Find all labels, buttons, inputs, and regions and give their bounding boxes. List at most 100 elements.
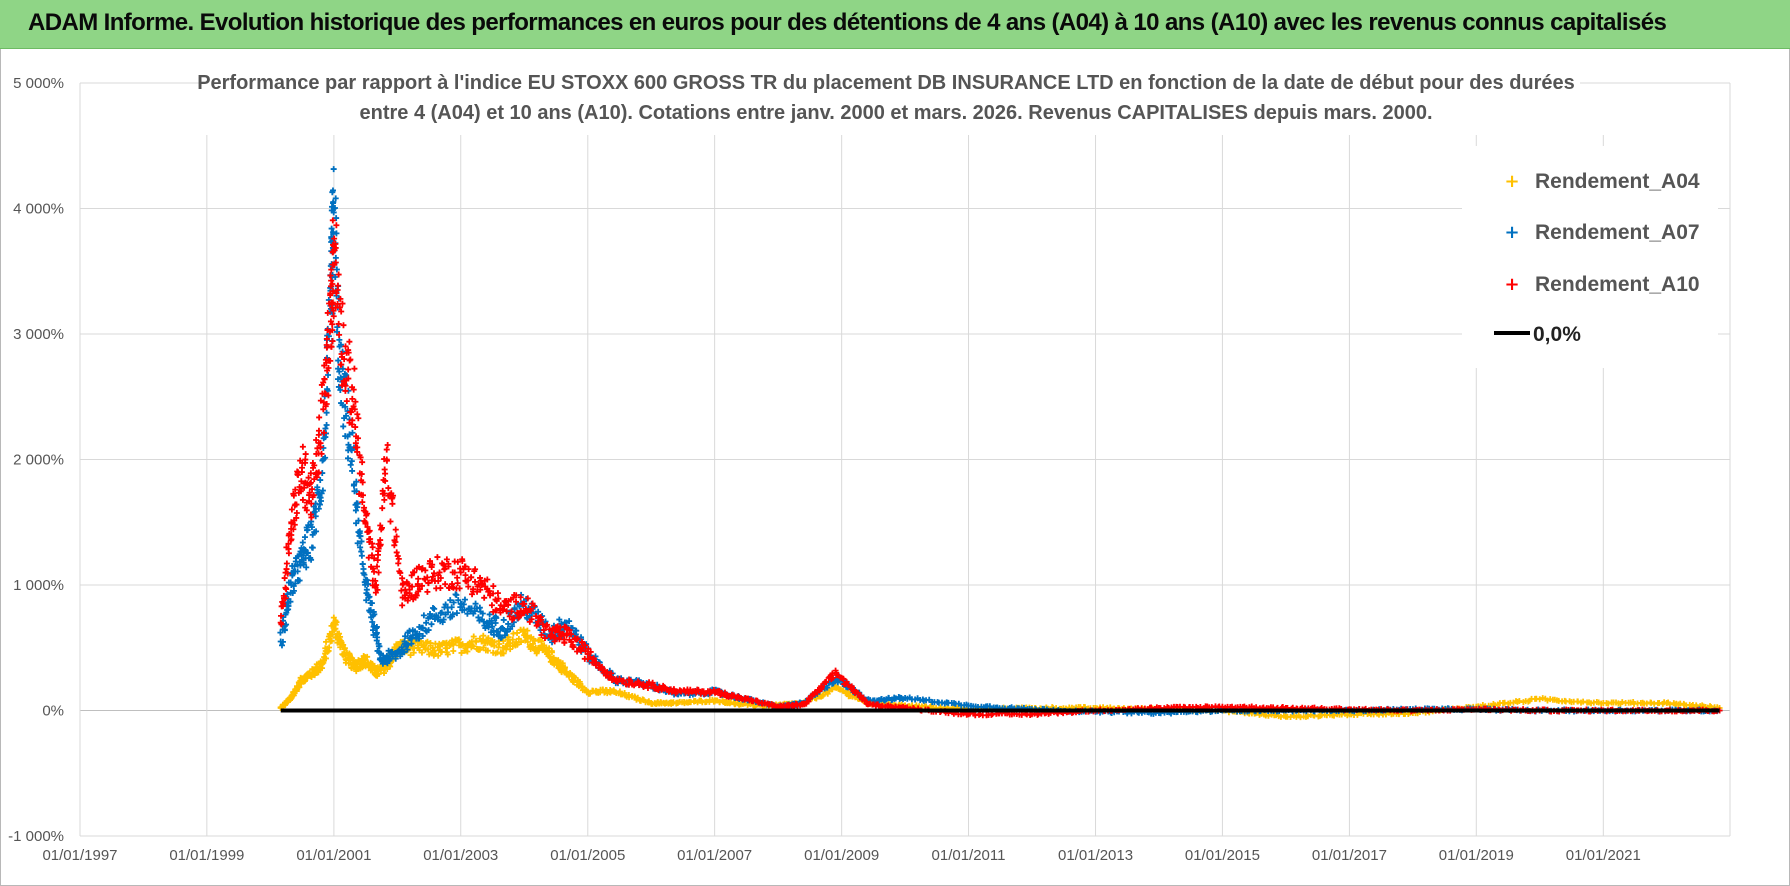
data-point-interpolated — [1027, 711, 1034, 718]
data-point-interpolated — [329, 321, 336, 328]
data-point-interpolated — [418, 582, 425, 589]
data-point-interpolated — [343, 398, 350, 405]
data-point-interpolated — [473, 638, 480, 645]
data-point-interpolated — [435, 652, 442, 659]
data-point-interpolated — [332, 244, 339, 251]
data-point-interpolated — [355, 517, 362, 524]
data-point-interpolated — [566, 618, 573, 625]
data-point-interpolated — [331, 205, 338, 212]
data-point-interpolated — [328, 225, 335, 232]
data-point-interpolated — [352, 440, 359, 447]
x-tick-label: 01/01/2003 — [423, 847, 498, 864]
performance-chart: -1 000% 0% 1 000% 2 000% 3 000% 4 000% 5 000% 0… — [8, 66, 1731, 864]
data-point-interpolated — [381, 490, 388, 497]
data-point-interpolated — [454, 580, 461, 587]
data-point-interpolated — [336, 304, 343, 311]
legend: + Rendement_A04 + Rendement_A07 + Rendem… — [1462, 146, 1718, 368]
y-tick-label: 5 000% — [13, 75, 64, 92]
data-point-interpolated — [313, 436, 320, 443]
data-point-interpolated — [489, 623, 496, 630]
data-point-interpolated — [424, 574, 431, 581]
data-point-interpolated — [339, 365, 346, 372]
data-point-interpolated — [672, 690, 679, 697]
data-point-interpolated — [823, 679, 830, 686]
data-point-interpolated — [416, 586, 423, 593]
data-point-interpolated — [330, 313, 337, 320]
data-point-interpolated — [330, 200, 337, 207]
data-point-interpolated — [363, 586, 370, 593]
data-layer — [277, 166, 1723, 721]
data-point-interpolated — [308, 514, 315, 521]
data-point-interpolated — [328, 637, 335, 644]
data-point-interpolated — [287, 579, 294, 586]
data-point-interpolated — [382, 477, 389, 484]
data-point-interpolated — [340, 423, 347, 430]
data-point-interpolated — [1287, 714, 1294, 721]
data-point-interpolated — [861, 697, 868, 704]
data-point-interpolated — [307, 470, 314, 477]
data-point-interpolated — [806, 695, 813, 702]
data-point-interpolated — [526, 612, 533, 619]
data-point-interpolated — [329, 217, 336, 224]
data-point-interpolated — [429, 573, 436, 580]
x-tick-label: 01/01/2017 — [1312, 847, 1387, 864]
legend-marker-a10: + — [1504, 274, 1519, 295]
data-point-interpolated — [457, 604, 464, 611]
data-point-interpolated — [524, 627, 531, 634]
data-point-interpolated — [321, 429, 328, 436]
data-point-interpolated — [434, 554, 441, 561]
data-point-interpolated — [333, 290, 340, 297]
data-point-interpolated — [387, 518, 394, 525]
data-point-interpolated — [317, 440, 324, 447]
data-point-interpolated — [366, 593, 373, 600]
data-point — [320, 406, 327, 413]
data-point-interpolated — [963, 701, 970, 708]
data-point-interpolated — [349, 417, 356, 424]
data-point-interpolated — [284, 570, 291, 577]
data-point-interpolated — [328, 266, 335, 273]
data-point-interpolated — [342, 343, 349, 350]
data-point-interpolated — [535, 618, 542, 625]
data-point-interpolated — [354, 540, 361, 547]
data-point-interpolated — [334, 286, 341, 293]
data-point-interpolated — [329, 281, 336, 288]
data-point-interpolated — [408, 592, 415, 599]
data-point-interpolated — [339, 353, 346, 360]
data-point-interpolated — [295, 471, 302, 478]
data-point-interpolated — [423, 619, 430, 626]
data-point-interpolated — [385, 485, 392, 492]
x-tick-label: 01/01/2019 — [1439, 847, 1514, 864]
data-point-interpolated — [325, 392, 332, 399]
data-point-interpolated — [462, 563, 469, 570]
data-point-interpolated — [335, 357, 342, 364]
data-point-interpolated — [319, 660, 326, 667]
data-point-interpolated — [282, 595, 289, 602]
data-point-interpolated — [459, 556, 466, 563]
data-point-interpolated — [359, 561, 366, 568]
data-point-interpolated — [352, 398, 359, 405]
data-point-interpolated — [582, 642, 589, 649]
data-point-interpolated — [321, 376, 328, 383]
data-point-interpolated — [579, 639, 586, 646]
data-point-interpolated — [460, 601, 467, 608]
data-point-interpolated — [352, 424, 359, 431]
data-point-interpolated — [389, 500, 396, 507]
data-point-interpolated — [327, 357, 334, 364]
data-point-interpolated — [515, 635, 522, 642]
data-point-interpolated — [395, 560, 402, 567]
data-point-interpolated — [339, 300, 346, 307]
data-point-interpolated — [283, 560, 290, 567]
data-point-interpolated — [465, 583, 472, 590]
data-point-interpolated — [505, 634, 512, 641]
data-point-interpolated — [1619, 699, 1626, 706]
data-point-interpolated — [333, 215, 340, 222]
data-point-interpolated — [321, 390, 328, 397]
data-point-interpolated — [606, 673, 613, 680]
data-point-interpolated — [500, 650, 507, 657]
data-point-interpolated — [304, 550, 311, 557]
data-point-interpolated — [392, 655, 399, 662]
data-point-interpolated — [399, 602, 406, 609]
data-point-interpolated — [357, 533, 364, 540]
data-point-interpolated — [349, 395, 356, 402]
data-point-interpolated — [524, 633, 531, 640]
